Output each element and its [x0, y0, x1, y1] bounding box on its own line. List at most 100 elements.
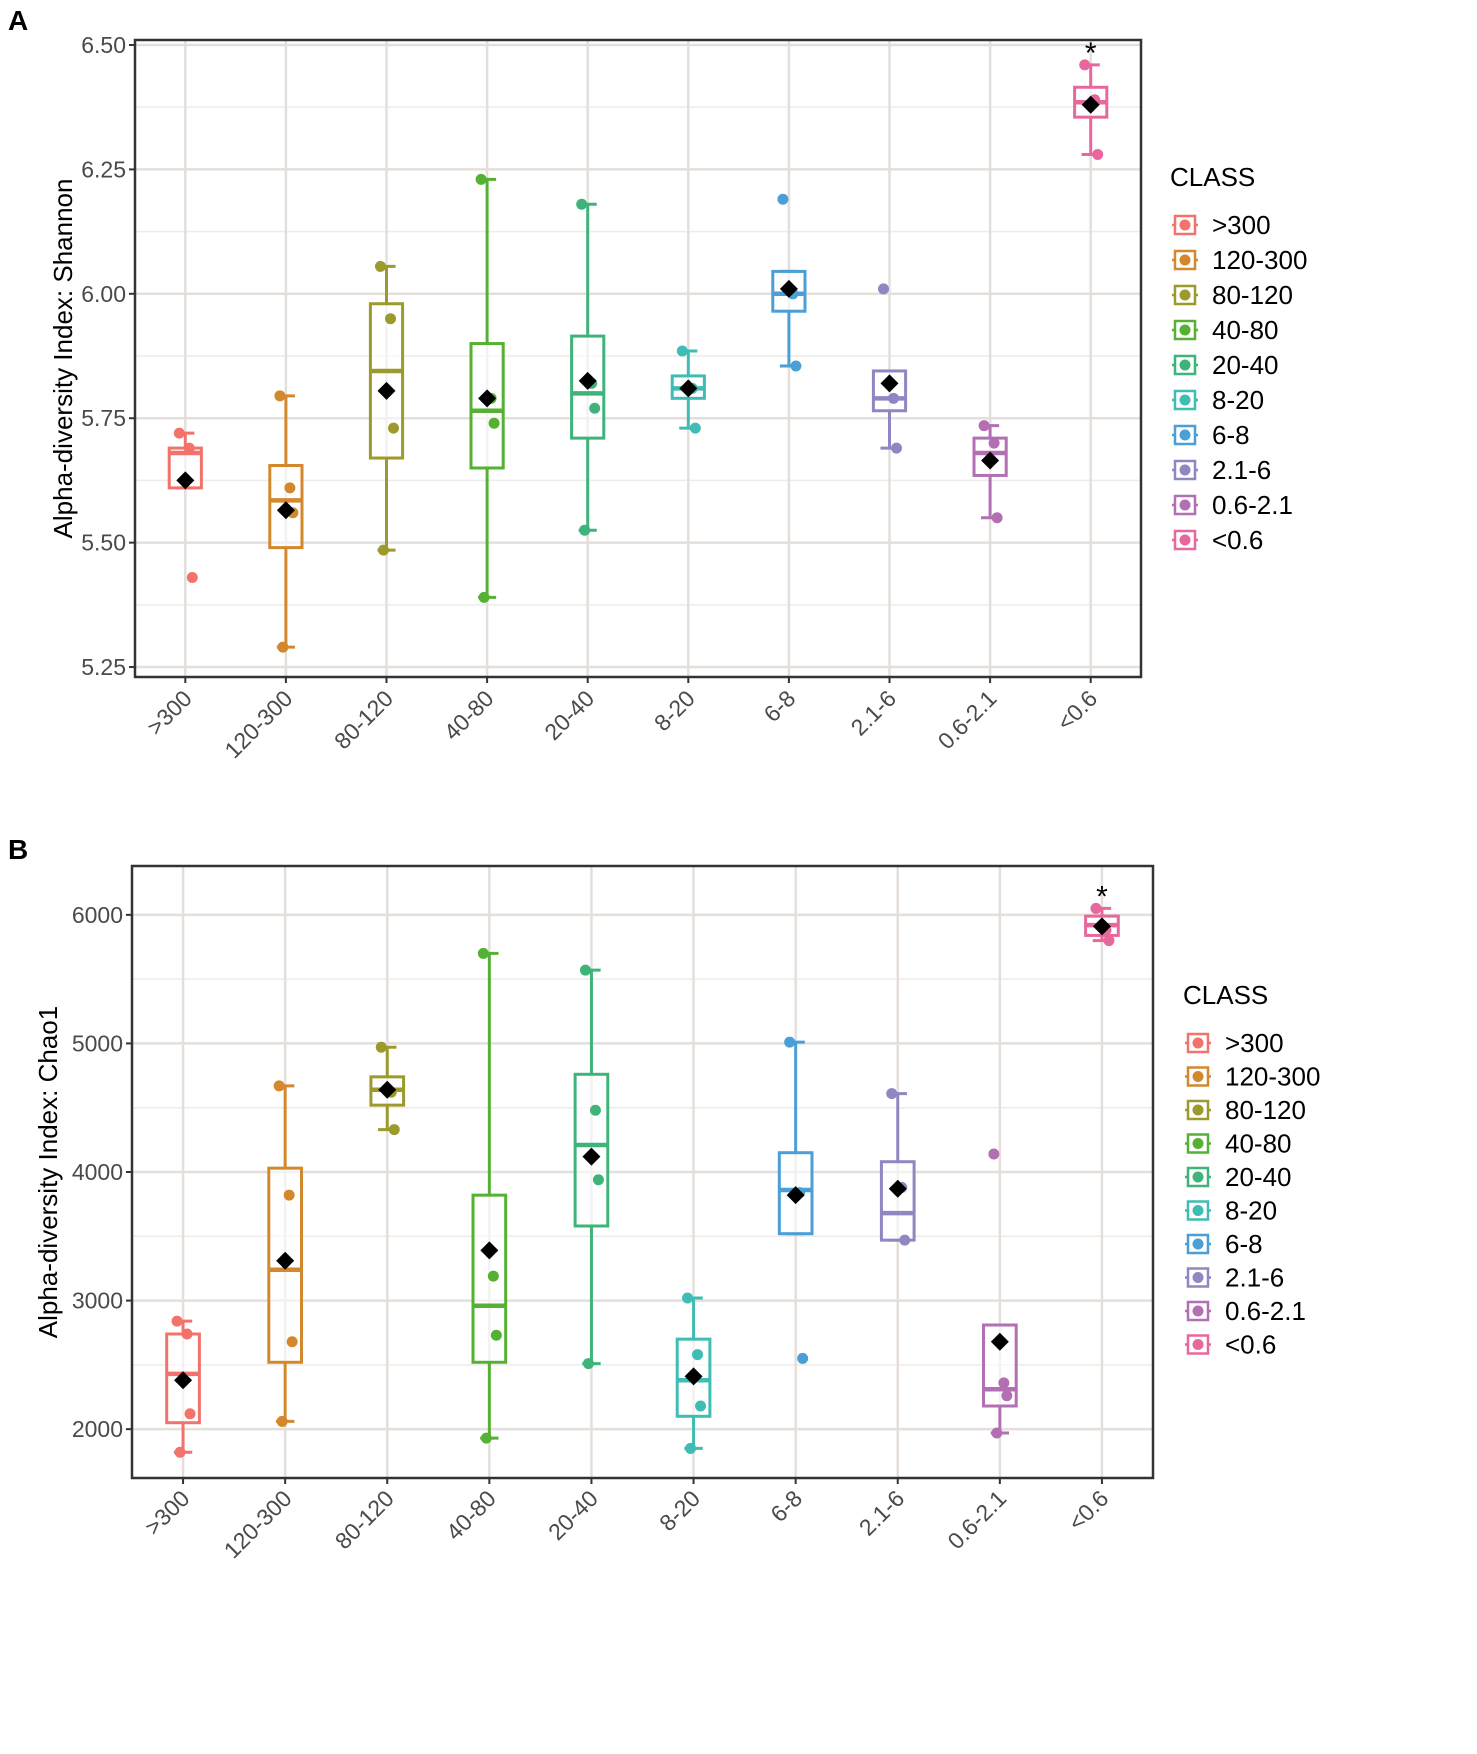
legend-item: 40-80	[1172, 315, 1279, 345]
legend-label: >300	[1225, 1028, 1284, 1058]
x-tick-label: >300	[142, 685, 197, 740]
legend-key-dot	[1192, 1104, 1204, 1116]
data-point	[1090, 902, 1102, 914]
y-tick-label: 6.00	[81, 281, 126, 307]
legend: CLASS>300120-30080-12040-8020-408-206-82…	[1183, 980, 1320, 1360]
data-point	[388, 422, 399, 434]
mean-marker	[174, 1371, 193, 1390]
data-point	[692, 1349, 704, 1361]
x-tick-label: 8-20	[649, 685, 700, 736]
legend-label: 6-8	[1225, 1229, 1263, 1259]
mean-marker	[378, 1080, 397, 1099]
legend-key-dot	[1192, 1238, 1204, 1250]
legend-key-dot	[1192, 1171, 1204, 1183]
box-8-20	[670, 345, 706, 434]
mean-marker	[582, 1147, 601, 1166]
data-point	[988, 437, 1000, 449]
data-point	[174, 1446, 186, 1458]
data-point	[695, 1400, 707, 1412]
data-point	[579, 964, 591, 976]
data-point	[777, 193, 789, 205]
plot-border	[133, 38, 1143, 679]
legend: CLASS>300120-30080-12040-8020-408-206-82…	[1170, 162, 1307, 555]
legend-label: 8-20	[1225, 1196, 1277, 1226]
data-point	[273, 1080, 285, 1092]
legend-key-dot	[1192, 1305, 1204, 1317]
box-120-300	[268, 390, 304, 653]
legend-item: 2.1-6	[1172, 455, 1271, 485]
legend-item: 40-80	[1185, 1129, 1292, 1159]
legend-key-dot	[1179, 394, 1191, 406]
data-point	[888, 392, 899, 404]
legend-item: 20-40	[1172, 350, 1279, 380]
mean-marker	[1092, 917, 1111, 936]
y-tick-label: 2000	[72, 1416, 123, 1442]
box->300	[165, 1315, 201, 1458]
significance-star: *	[1085, 37, 1097, 70]
data-point	[899, 1234, 911, 1246]
data-point	[991, 512, 1003, 524]
legend-item: <0.6	[1185, 1330, 1276, 1360]
box-8-20	[675, 1292, 712, 1454]
legend-label: 40-80	[1212, 315, 1279, 345]
data-point	[891, 442, 902, 454]
legend-label: 8-20	[1212, 385, 1264, 415]
y-tick-label: 6.50	[81, 32, 126, 58]
data-point	[276, 1415, 288, 1427]
legend-item: >300	[1172, 210, 1271, 240]
legend-label: <0.6	[1225, 1330, 1276, 1360]
legend-label: 80-120	[1212, 280, 1293, 310]
legend-key-dot	[1192, 1071, 1204, 1082]
y-tick-label: 5.25	[81, 654, 126, 680]
x-tick-label: >300	[140, 1485, 195, 1540]
box-40-80	[469, 173, 505, 603]
x-tick-label: 120-300	[219, 1485, 297, 1563]
mean-marker	[1081, 95, 1100, 114]
panel-label: B	[8, 834, 28, 865]
legend-item: <0.6	[1172, 525, 1263, 555]
legend-key-dot	[1179, 499, 1191, 511]
legend-title: CLASS	[1183, 980, 1268, 1010]
data-point	[375, 1041, 387, 1053]
x-tick-label: 40-80	[439, 685, 499, 745]
mean-marker	[684, 1367, 703, 1386]
legend-key-dot	[1179, 534, 1191, 546]
box-40-80	[471, 947, 508, 1444]
mean-marker	[578, 371, 597, 390]
legend-label: 20-40	[1212, 350, 1279, 380]
y-tick-label: 3000	[72, 1288, 123, 1314]
x-tick-label: 20-40	[543, 1485, 603, 1545]
legend-key-dot	[1192, 1138, 1204, 1149]
data-point	[998, 1377, 1010, 1389]
box-2.1-6	[879, 1088, 916, 1246]
data-point	[1092, 148, 1104, 160]
x-tick-label: 0.6-2.1	[942, 1485, 1011, 1554]
box-80-120	[368, 260, 405, 556]
data-point	[173, 427, 185, 439]
box-iqr	[368, 302, 405, 460]
legend-key-dot	[1179, 324, 1191, 336]
legend-label: 6-8	[1212, 420, 1250, 450]
data-point	[582, 1358, 594, 1370]
box->300	[167, 427, 203, 583]
legend-key-dot	[1179, 429, 1191, 441]
box-iqr	[879, 1160, 916, 1242]
mean-marker	[990, 1332, 1009, 1351]
data-point	[385, 313, 396, 325]
legend-key-dot	[1192, 1339, 1204, 1350]
legend-label: 80-120	[1225, 1095, 1306, 1125]
data-point	[183, 442, 195, 454]
data-point	[689, 422, 701, 434]
x-tick-label: 80-120	[330, 1485, 399, 1554]
data-point	[790, 360, 802, 372]
y-tick-label: 5.50	[81, 530, 126, 556]
mean-marker	[176, 471, 195, 490]
box-20-40	[573, 964, 610, 1370]
legend-label: 0.6-2.1	[1225, 1296, 1306, 1326]
x-tick-label: 20-40	[539, 685, 599, 745]
x-tick-label: 0.6-2.1	[933, 685, 1002, 754]
data-point	[988, 1148, 1000, 1160]
data-point	[592, 1174, 604, 1186]
mean-marker	[480, 1241, 499, 1260]
